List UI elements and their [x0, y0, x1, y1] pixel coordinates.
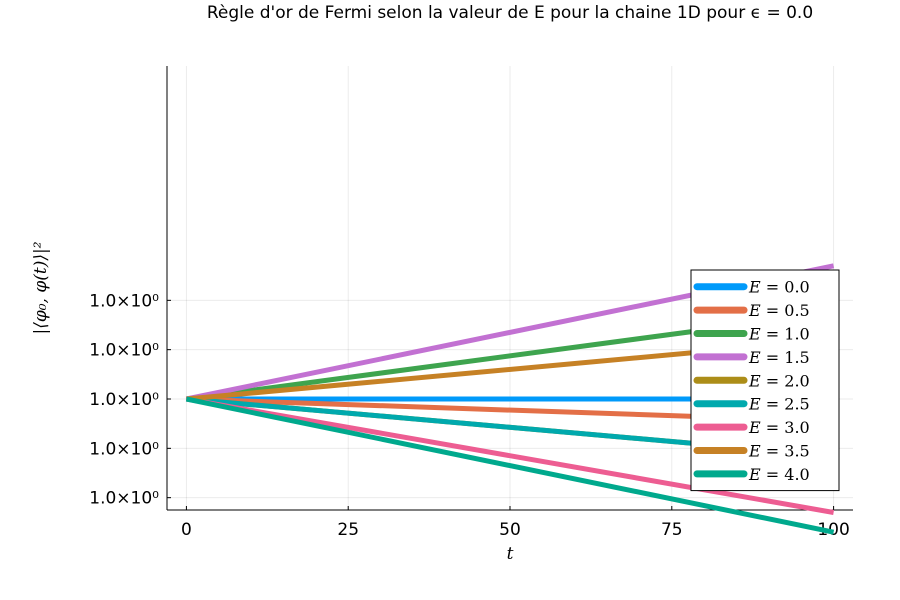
chart-title: Règle d'or de Fermi selon la valeur de E… — [207, 3, 813, 23]
legend-label: E = 0.0 — [748, 278, 810, 297]
axes — [166, 66, 853, 511]
legend-label: E = 0.5 — [748, 301, 810, 320]
legend: E = 0.0 E = 0.5 E = 1.0 E = 1.5 E = 2.0 E = 2… — [690, 269, 840, 492]
series-line — [185, 396, 835, 515]
legend-label: E = 4.0 — [748, 465, 810, 484]
x-tick-label: 25 — [337, 520, 359, 540]
x-tick-label: 75 — [661, 520, 683, 540]
y-tick-labels: 1.0×10⁰ 1.0×10⁰ 1.0×10⁰ 1.0×10⁰ 1.0×10⁰ — [89, 291, 159, 508]
y-tick-label: 1.0×10⁰ — [89, 489, 159, 509]
y-tick-label: 1.0×10⁰ — [89, 291, 159, 311]
x-tick-labels: 0 25 50 75 100 — [181, 520, 850, 540]
legend-label: E = 3.5 — [748, 442, 810, 461]
legend-label: E = 2.5 — [748, 395, 810, 414]
y-tick-label: 1.0×10⁰ — [89, 390, 159, 410]
legend-label: E = 1.5 — [748, 348, 810, 367]
legend-label: E = 3.0 — [748, 418, 810, 437]
x-tick-label: 50 — [499, 520, 521, 540]
x-axis-label: t — [507, 544, 514, 564]
legend-label: E = 2.0 — [748, 371, 810, 390]
y-tick-label: 1.0×10⁰ — [89, 341, 159, 361]
series-line — [185, 396, 835, 535]
x-tick-label: 0 — [181, 520, 192, 540]
y-axis-label: |⟨φ₀, φ(t)⟩|² — [31, 241, 51, 334]
legend-label: E = 1.0 — [748, 325, 810, 344]
y-tick-label: 1.0×10⁰ — [89, 439, 159, 459]
